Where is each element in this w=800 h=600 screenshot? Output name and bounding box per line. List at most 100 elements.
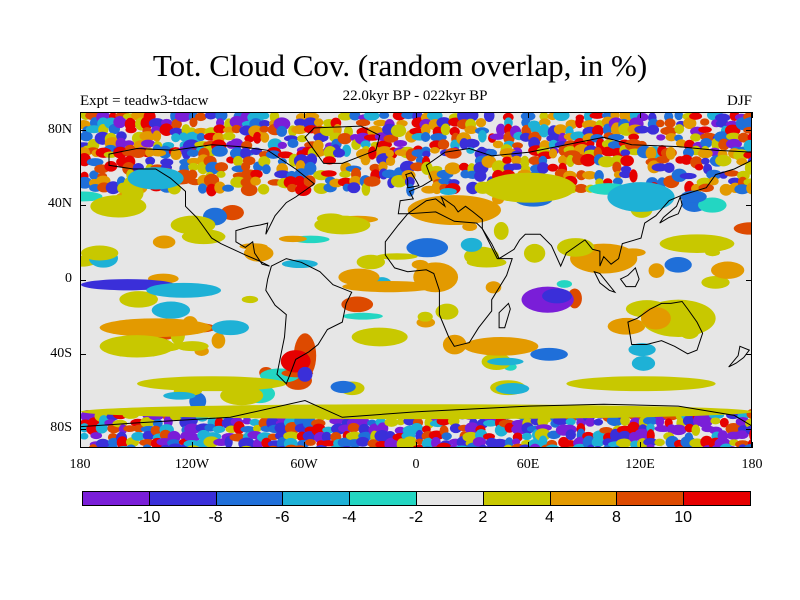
- anomaly-patch: [556, 280, 573, 288]
- anomaly-cell: [529, 443, 540, 447]
- anomaly-cell: [214, 162, 229, 172]
- anomaly-cell: [262, 164, 271, 175]
- anomaly-cell: [656, 119, 665, 128]
- anomaly-cell: [415, 438, 424, 445]
- anomaly-patch: [341, 296, 374, 313]
- anomaly-cell: [181, 146, 192, 160]
- anomaly-cell: [257, 184, 270, 195]
- anomaly-cell: [396, 418, 405, 426]
- anomaly-cell: [580, 153, 596, 167]
- anomaly-cell: [587, 444, 595, 447]
- anomaly-cell: [342, 446, 352, 447]
- anomaly-patch: [241, 295, 259, 304]
- anomaly-cell: [126, 444, 136, 447]
- anomaly-patch: [628, 343, 656, 357]
- anomaly-cell: [726, 132, 741, 141]
- anomaly-cell: [401, 113, 416, 120]
- y-tick-label: 40S: [50, 345, 72, 361]
- anomaly-cell: [747, 132, 751, 142]
- y-tick-mark: [746, 428, 752, 430]
- anomaly-region: [351, 327, 408, 347]
- anomaly-cell: [287, 183, 298, 193]
- anomaly-cell: [213, 124, 227, 134]
- x-tick-label: 60W: [290, 457, 318, 472]
- anomaly-cell: [212, 425, 226, 434]
- colorbar-box: [82, 491, 150, 506]
- colorbar-box: [549, 491, 618, 506]
- anomaly-patch: [376, 253, 418, 260]
- anomaly-cell: [592, 125, 604, 137]
- anomaly-cell: [277, 141, 288, 149]
- anomaly-cell: [472, 437, 487, 447]
- anomaly-cell: [360, 153, 371, 166]
- y-tick-mark: [80, 279, 86, 281]
- anomaly-cell: [347, 422, 360, 433]
- anomaly-cell: [104, 161, 118, 172]
- season-label: DJF: [726, 93, 752, 109]
- x-tick-mark: [191, 112, 193, 118]
- anomaly-patch: [530, 347, 568, 361]
- coastline-japan: [659, 195, 683, 224]
- anomaly-cell: [643, 416, 659, 426]
- anomaly-cell: [196, 447, 210, 448]
- anomaly-patch: [151, 301, 191, 319]
- anomaly-cell: [123, 425, 137, 433]
- anomaly-cell: [229, 115, 245, 129]
- anomaly-cell: [86, 158, 104, 167]
- anomaly-region: [607, 182, 675, 212]
- anomaly-cell: [647, 124, 660, 135]
- anomaly-patch: [648, 263, 665, 278]
- anomaly-cell: [528, 155, 543, 166]
- anomaly-patch: [281, 259, 318, 269]
- coastline-new-zealand: [728, 345, 751, 368]
- x-tick-mark: [639, 112, 641, 118]
- anomaly-patch: [152, 235, 176, 249]
- anomaly-cell: [85, 125, 103, 134]
- coastline-borneo: [619, 266, 640, 288]
- anomaly-cell: [674, 124, 685, 134]
- anomaly-patch: [278, 235, 307, 243]
- anomaly-cell: [105, 181, 121, 195]
- anomaly-cell: [620, 415, 630, 426]
- anomaly-cell: [302, 416, 317, 430]
- anomaly-cell: [545, 444, 559, 447]
- anomaly-cell: [249, 447, 262, 448]
- anomaly-region: [413, 262, 459, 293]
- anomaly-cell: [277, 158, 287, 166]
- anomaly-cell: [368, 146, 377, 160]
- anomaly-cell: [277, 151, 294, 159]
- anomaly-patch: [495, 383, 530, 395]
- anomaly-region: [146, 282, 221, 298]
- anomaly-patch: [466, 257, 507, 268]
- colorbar-box: [148, 491, 217, 506]
- anomaly-cell: [113, 116, 127, 129]
- coastline-australia: [627, 300, 704, 355]
- anomaly-cell: [520, 155, 530, 169]
- anomaly-cell: [504, 437, 514, 447]
- anomaly-cell: [259, 113, 270, 120]
- anomaly-cell: [171, 118, 182, 130]
- anomaly-cell: [464, 125, 478, 135]
- anomaly-region: [297, 366, 313, 382]
- anomaly-cell: [489, 133, 506, 140]
- anomaly-cell: [171, 133, 181, 143]
- anomaly-cell: [630, 442, 639, 447]
- anomaly-cell: [663, 162, 675, 173]
- anomaly-cell: [708, 176, 719, 186]
- anomaly-cell: [608, 134, 625, 141]
- anomaly-cell: [706, 169, 722, 180]
- anomaly-cell: [242, 418, 252, 425]
- anomaly-cell: [390, 124, 407, 138]
- anomaly-patch: [664, 257, 692, 273]
- anomaly-cell: [379, 113, 390, 119]
- coastline-greenland: [304, 125, 381, 164]
- anomaly-cell: [125, 126, 137, 134]
- anomaly-cell: [150, 425, 161, 436]
- anomaly-cell: [142, 444, 152, 447]
- anomaly-cell: [659, 446, 663, 447]
- anomaly-cell: [642, 446, 647, 447]
- anomaly-cell: [464, 422, 480, 435]
- coastline-eurasia: [397, 136, 751, 268]
- anomaly-cell: [203, 173, 220, 187]
- anomaly-patch: [487, 357, 524, 366]
